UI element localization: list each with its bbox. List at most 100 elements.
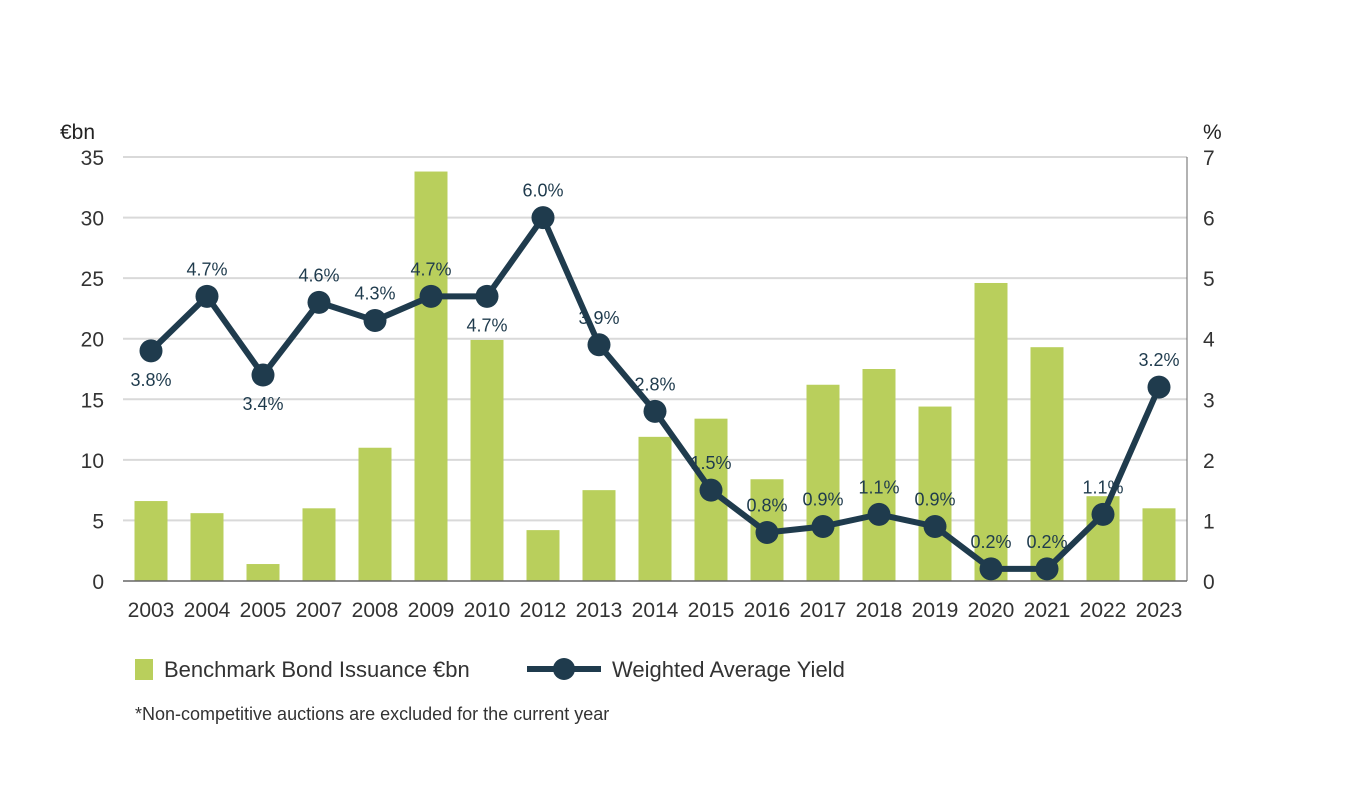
yield-label: 4.7% (186, 259, 227, 279)
x-tick: 2021 (1024, 599, 1071, 622)
x-tick: 2004 (184, 599, 231, 622)
yield-point (587, 333, 611, 357)
bar (638, 436, 672, 581)
bar (582, 490, 616, 581)
yield-point (195, 284, 219, 308)
bar-series (134, 171, 1176, 581)
right-axis-unit: % (1203, 121, 1222, 144)
line-series (139, 206, 1171, 581)
y-tick-right: 1 (1203, 510, 1215, 533)
yield-label: 3.8% (130, 370, 171, 390)
y-ticks-left: 0 5 10 15 20 25 30 35 (81, 147, 104, 594)
x-tick: 2014 (632, 599, 679, 622)
yield-point (979, 557, 1003, 581)
yield-point (531, 206, 555, 230)
bar (974, 282, 1008, 581)
yield-label: 0.9% (802, 489, 843, 509)
gridlines (123, 156, 1187, 522)
x-tick: 2003 (128, 599, 175, 622)
data-labels: 3.8% 4.7% 3.4% 4.6% 4.3% 4.7% 4.7% 6.0% 3.9% 2.8%… (130, 181, 1179, 552)
y-tick-left: 35 (81, 147, 104, 170)
yield-label: 6.0% (522, 181, 563, 201)
left-axis-unit: €bn (60, 121, 95, 144)
bar (134, 501, 168, 581)
yield-point (307, 290, 331, 314)
x-tick: 2012 (520, 599, 567, 622)
yield-label: 4.7% (466, 315, 507, 335)
yield-point (923, 514, 947, 538)
x-tick: 2019 (912, 599, 959, 622)
x-tick: 2016 (744, 599, 791, 622)
x-tick: 2009 (408, 599, 455, 622)
yield-point (139, 339, 163, 363)
yield-point (811, 514, 835, 538)
x-tick: 2022 (1080, 599, 1127, 622)
y-tick-right: 3 (1203, 389, 1215, 412)
bar (190, 513, 224, 581)
yield-label: 1.1% (1082, 477, 1123, 497)
bar (918, 406, 952, 581)
y-tick-right: 5 (1203, 268, 1215, 291)
legend: Benchmark Bond Issuance €bn Weighted Ave… (135, 657, 845, 682)
bar (1142, 508, 1176, 581)
yield-label: 0.9% (914, 489, 955, 509)
x-tick: 2005 (240, 599, 287, 622)
y-tick-right: 6 (1203, 208, 1215, 231)
bar (302, 508, 336, 581)
yield-label: 4.6% (298, 265, 339, 285)
yield-label: 3.4% (242, 394, 283, 414)
x-tick: 2008 (352, 599, 399, 622)
yield-label: 0.2% (1026, 532, 1067, 552)
x-tick: 2010 (464, 599, 511, 622)
y-tick-left: 30 (81, 208, 104, 231)
yield-label: 3.9% (578, 308, 619, 328)
y-ticks-right: 0 1 2 3 4 5 6 7 (1203, 147, 1215, 594)
yield-label: 4.7% (410, 259, 451, 279)
y-tick-right: 2 (1203, 450, 1215, 473)
footnote: *Non-competitive auctions are excluded f… (135, 704, 610, 724)
x-ticks: 2003 2004 2005 2007 2008 2009 2010 2012 2013 2014… (128, 599, 1183, 622)
legend-swatch-bars (135, 659, 153, 680)
yield-label: 0.8% (746, 496, 787, 516)
bar (470, 339, 504, 581)
yield-point (363, 309, 387, 333)
bar (1030, 347, 1064, 581)
y-tick-left: 20 (81, 329, 104, 352)
yield-label: 1.1% (858, 477, 899, 497)
yield-point (475, 284, 499, 308)
bar (526, 530, 560, 581)
yield-point (1147, 375, 1171, 399)
yield-point (1035, 557, 1059, 581)
bar (862, 369, 896, 581)
bar (414, 171, 448, 581)
yield-label: 1.5% (690, 453, 731, 473)
legend-label-line: Weighted Average Yield (612, 657, 845, 682)
yield-point (251, 363, 275, 387)
y-tick-right: 7 (1203, 147, 1215, 170)
yield-label: 3.2% (1138, 350, 1179, 370)
y-tick-left: 25 (81, 268, 104, 291)
yield-label: 4.3% (354, 284, 395, 304)
x-tick: 2023 (1136, 599, 1183, 622)
yield-point (867, 502, 891, 526)
y-tick-left: 5 (92, 510, 104, 533)
y-tick-left: 10 (81, 450, 104, 473)
x-tick: 2018 (856, 599, 903, 622)
bar (806, 384, 840, 581)
y-tick-right: 0 (1203, 571, 1215, 594)
yield-label: 2.8% (634, 374, 675, 394)
x-tick: 2013 (576, 599, 623, 622)
legend-swatch-marker (553, 658, 575, 680)
yield-point (699, 478, 723, 502)
yield-point (419, 284, 443, 308)
x-tick: 2007 (296, 599, 343, 622)
bar (358, 447, 392, 581)
y-tick-left: 15 (81, 389, 104, 412)
yield-point (1091, 502, 1115, 526)
yield-label: 0.2% (970, 532, 1011, 552)
bar (246, 564, 280, 581)
y-tick-left: 0 (92, 571, 104, 594)
yield-point (755, 521, 779, 545)
x-tick: 2020 (968, 599, 1015, 622)
